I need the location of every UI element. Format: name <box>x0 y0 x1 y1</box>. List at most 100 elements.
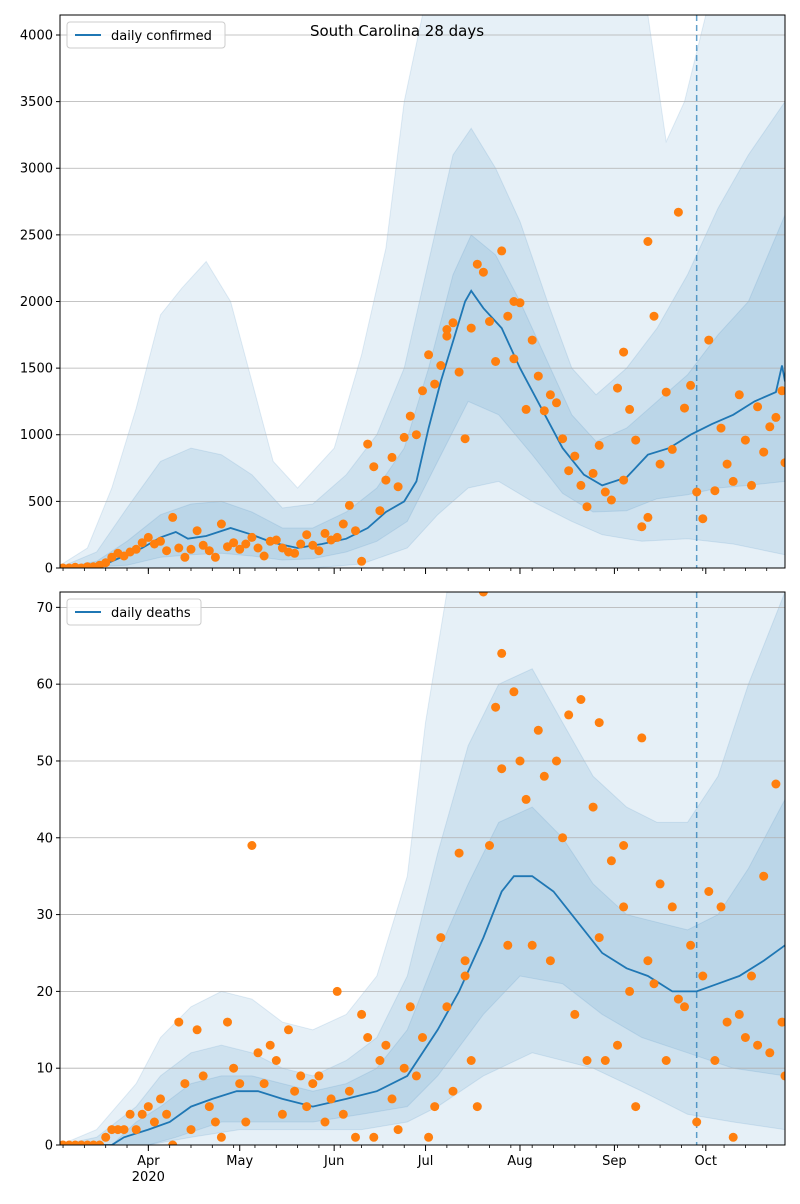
observed-point <box>137 538 147 548</box>
observed-point <box>241 539 251 549</box>
observed-point <box>277 1109 287 1119</box>
observed-point <box>686 380 696 390</box>
observed-point <box>375 506 385 516</box>
observed-point <box>192 526 202 536</box>
observed-point <box>125 1109 135 1119</box>
observed-point <box>344 500 354 510</box>
observed-point <box>491 702 501 712</box>
observed-point <box>454 848 464 858</box>
observed-point <box>485 317 494 326</box>
observed-point <box>448 1086 458 1096</box>
observed-point <box>131 544 141 554</box>
observed-point <box>326 1094 336 1104</box>
observed-point <box>728 1132 738 1142</box>
observed-point <box>552 398 561 408</box>
observed-point <box>734 390 744 400</box>
observed-point <box>564 466 574 476</box>
x-tick-label: Aug <box>507 1154 532 1169</box>
observed-point <box>320 1117 330 1127</box>
median-line <box>60 289 785 568</box>
observed-point <box>332 986 342 996</box>
observed-point <box>570 1009 580 1019</box>
observed-point <box>539 406 549 416</box>
axes-frame <box>59 591 786 1146</box>
observed-point <box>357 1009 367 1019</box>
observed-point <box>143 532 153 542</box>
observed-point <box>552 756 561 766</box>
legend: daily deaths <box>66 598 202 626</box>
observed-point <box>351 1132 360 1142</box>
x-year-label: 2020 <box>132 1170 165 1185</box>
y-tick-label: 3000 <box>20 162 53 177</box>
observed-point <box>527 335 537 345</box>
y-tick-label: 500 <box>28 495 53 510</box>
observed-point <box>314 546 324 556</box>
observed-point <box>780 1071 785 1081</box>
observed-point <box>594 440 604 450</box>
uncertainty-band-outer <box>60 592 785 1145</box>
observed-point <box>582 1056 592 1065</box>
observed-point <box>186 1125 196 1135</box>
observed-point <box>698 971 708 981</box>
observed-point <box>680 1002 689 1012</box>
observed-point <box>503 311 513 321</box>
x-tick-label: Jul <box>417 1154 434 1169</box>
observed-point <box>777 386 785 396</box>
y-tick-label: 2500 <box>20 228 53 243</box>
observed-point <box>387 1094 397 1104</box>
observed-point <box>722 459 732 469</box>
observed-point <box>576 480 586 490</box>
observed-point <box>570 451 580 461</box>
observed-point <box>716 902 726 912</box>
observed-point <box>533 725 543 735</box>
observed-point <box>686 940 696 950</box>
observed-point <box>156 1094 165 1104</box>
observed-point <box>515 756 525 766</box>
observed-point <box>369 462 379 472</box>
observed-point <box>357 556 367 566</box>
observed-point <box>503 940 513 950</box>
observed-point <box>509 354 519 364</box>
observed-point <box>497 246 507 256</box>
observed-point <box>692 1117 702 1127</box>
observed-point <box>613 1040 622 1050</box>
x-tick-label: Oct <box>695 1154 717 1169</box>
observed-point <box>247 841 257 850</box>
observed-point <box>381 475 391 485</box>
observed-point <box>143 1102 153 1112</box>
observed-point <box>509 297 519 306</box>
y-tick-label: 1000 <box>20 428 53 443</box>
observed-point <box>162 546 172 556</box>
chart-title: South Carolina 28 days <box>310 22 484 40</box>
observed-point <box>393 482 403 492</box>
observed-point <box>235 1079 245 1089</box>
y-tick-label: 1500 <box>20 362 53 377</box>
observed-point <box>485 841 494 850</box>
observed-point <box>253 543 263 553</box>
y-tick-label: 2000 <box>20 295 53 310</box>
observed-point <box>296 1071 306 1081</box>
observed-point <box>137 1109 147 1119</box>
observed-point <box>192 1025 202 1035</box>
observed-point <box>759 871 769 881</box>
observed-point <box>393 1125 403 1135</box>
x-tick-label: Jun <box>323 1154 344 1169</box>
observed-point <box>661 387 671 397</box>
observed-point <box>637 522 647 532</box>
observed-point <box>655 459 665 469</box>
observed-point <box>424 350 434 360</box>
observed-point <box>259 551 269 561</box>
observed-point <box>460 956 470 966</box>
observed-point <box>216 1132 226 1142</box>
observed-point <box>594 718 604 728</box>
observed-point <box>399 432 409 442</box>
observed-point <box>655 879 665 889</box>
observed-point <box>527 940 537 950</box>
observed-point <box>539 771 549 781</box>
observed-point <box>149 1117 159 1127</box>
observed-point <box>259 1079 269 1089</box>
observed-point <box>497 648 507 658</box>
observed-point <box>673 207 683 217</box>
observed-point <box>430 379 440 389</box>
